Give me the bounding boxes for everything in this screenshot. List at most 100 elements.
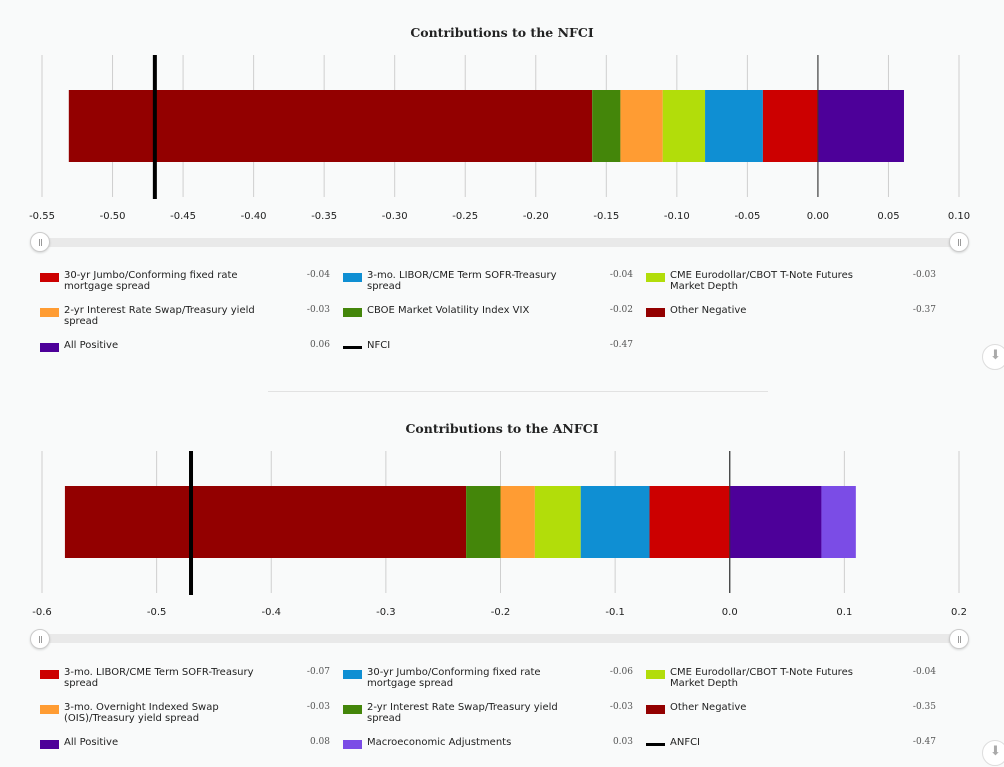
nfci-slider-left-handle[interactable] <box>30 232 50 252</box>
chart-title-anfci: Contributions to the ANFCI <box>405 421 599 436</box>
legend-label: 30-yr Jumbo/Conforming fixed rate mortga… <box>64 270 238 292</box>
x-tick-label: -0.25 <box>452 211 478 222</box>
legend-item[interactable]: Other Negative -0.35 <box>646 702 946 730</box>
x-tick-label: -0.1 <box>605 607 625 618</box>
nfci-range-slider[interactable] <box>40 238 960 247</box>
x-tick-label: -0.5 <box>147 607 167 618</box>
legend-label: Other Negative <box>670 305 747 316</box>
bar-segment <box>64 486 467 558</box>
legend-value: 0.03 <box>612 737 633 747</box>
legend-swatch <box>646 705 665 714</box>
legend-value: -0.03 <box>609 702 633 712</box>
legend-value: -0.03 <box>912 270 936 280</box>
legend-item[interactable]: 30-yr Jumbo/Conforming fixed rate mortga… <box>40 270 340 298</box>
bar-segment <box>534 486 581 558</box>
chart-divider <box>268 391 768 392</box>
x-tick-label: -0.35 <box>311 211 337 222</box>
bar-segment <box>662 90 706 162</box>
legend-value: -0.35 <box>912 702 936 712</box>
legend-item[interactable]: CME Eurodollar/CBOT T-Note Futures Marke… <box>646 667 946 695</box>
x-tick-label: -0.2 <box>491 607 511 618</box>
legend-label: ANFCI <box>670 737 701 748</box>
legend-swatch <box>40 273 59 282</box>
legend-label: 2-yr Interest Rate Swap/Treasury yield s… <box>367 702 558 724</box>
legend-value: -0.04 <box>306 270 330 280</box>
legend-item[interactable]: 2-yr Interest Rate Swap/Treasury yield s… <box>343 702 643 730</box>
x-tick-label: 0.00 <box>807 211 829 222</box>
legend-value: -0.04 <box>912 667 936 677</box>
legend-item[interactable]: 2-yr Interest Rate Swap/Treasury yield s… <box>40 305 340 333</box>
x-tick-label: -0.55 <box>29 211 55 222</box>
x-tick-label: 0.05 <box>877 211 899 222</box>
legend-label: All Positive <box>64 340 119 351</box>
legend-label: CME Eurodollar/CBOT T-Note Futures Marke… <box>670 667 853 689</box>
legend-item[interactable]: Macroeconomic Adjustments 0.03 <box>343 737 643 765</box>
anfci-slider-right-handle[interactable] <box>949 629 969 649</box>
legend-label: 3-mo. LIBOR/CME Term SOFR-Treasury sprea… <box>367 270 557 292</box>
nfci-download-button[interactable]: ⬇ <box>982 344 1004 370</box>
legend-item[interactable]: All Positive 0.08 <box>40 737 340 765</box>
legend-value: -0.04 <box>609 270 633 280</box>
nfci-plot: -0.55 -0.50 -0.45 -0.40 -0.35 -0.30 -0.25 -0.20… <box>29 55 970 222</box>
legend-item[interactable]: All Positive 0.06 <box>40 340 340 368</box>
legend-swatch <box>40 740 59 749</box>
legend-item[interactable]: Other Negative -0.37 <box>646 305 946 333</box>
legend-label: 3-mo. Overnight Indexed Swap (OIS)/Treas… <box>64 702 219 724</box>
legend-swatch <box>343 346 362 349</box>
legend-swatch <box>646 743 665 746</box>
anfci-slider-left-handle[interactable] <box>30 629 50 649</box>
x-tick-label: -0.05 <box>734 211 760 222</box>
anfci-range-slider[interactable] <box>40 634 960 643</box>
legend-swatch <box>40 705 59 714</box>
bar-segment <box>500 486 535 558</box>
x-tick-label: -0.3 <box>376 607 396 618</box>
bar-segment <box>705 90 763 162</box>
legend-item[interactable]: 30-yr Jumbo/Conforming fixed rate mortga… <box>343 667 643 695</box>
legend-swatch <box>40 308 59 317</box>
x-tick-label: 0.2 <box>951 607 967 618</box>
legend-value: -0.47 <box>912 737 936 747</box>
legend-swatch <box>646 670 665 679</box>
legend-item[interactable]: NFCI -0.47 <box>343 340 643 368</box>
anfci-download-button[interactable]: ⬇ <box>982 740 1004 766</box>
bar-segment <box>817 90 904 162</box>
legend-label: Macroeconomic Adjustments <box>367 737 512 748</box>
legend-value: -0.06 <box>609 667 633 677</box>
legend-value: -0.03 <box>306 305 330 315</box>
legend-swatch <box>646 273 665 282</box>
bar-segment <box>592 90 621 162</box>
x-tick-label: -0.50 <box>100 211 126 222</box>
legend-value: 0.06 <box>309 340 330 350</box>
legend-swatch <box>343 670 362 679</box>
x-tick-label: 0.1 <box>836 607 852 618</box>
legend-value: 0.08 <box>309 737 330 747</box>
legend-swatch <box>40 670 59 679</box>
x-tick-label: -0.40 <box>241 211 267 222</box>
bar-segment <box>729 486 822 558</box>
x-tick-label: -0.30 <box>382 211 408 222</box>
legend-label: 2-yr Interest Rate Swap/Treasury yield s… <box>64 305 255 327</box>
legend-item[interactable]: ANFCI -0.47 <box>646 737 946 765</box>
legend-value: -0.03 <box>306 702 330 712</box>
legend-item[interactable]: CBOE Market Volatility Index VIX -0.02 <box>343 305 643 333</box>
anfci-plot: -0.6 -0.5 -0.4 -0.3 -0.2 -0.1 0.0 0.1 0.2 <box>32 451 967 618</box>
nfci-slider-right-handle[interactable] <box>949 232 969 252</box>
bar-segment <box>68 90 593 162</box>
x-tick-label: -0.6 <box>32 607 52 618</box>
legend-value: -0.37 <box>912 305 936 315</box>
x-tick-label: -0.10 <box>664 211 690 222</box>
legend-value: -0.07 <box>306 667 330 677</box>
legend-label: 3-mo. LIBOR/CME Term SOFR-Treasury sprea… <box>64 667 254 689</box>
x-tick-label: -0.15 <box>593 211 619 222</box>
legend-item[interactable]: 3-mo. LIBOR/CME Term SOFR-Treasury sprea… <box>40 667 340 695</box>
x-tick-label: -0.4 <box>261 607 281 618</box>
bar-segment <box>466 486 501 558</box>
legend-item[interactable]: 3-mo. Overnight Indexed Swap (OIS)/Treas… <box>40 702 340 730</box>
legend-swatch <box>343 273 362 282</box>
legend-item[interactable]: 3-mo. LIBOR/CME Term SOFR-Treasury sprea… <box>343 270 643 298</box>
legend-item[interactable]: CME Eurodollar/CBOT T-Note Futures Marke… <box>646 270 946 298</box>
legend-label: NFCI <box>367 340 391 351</box>
bar-segment <box>649 486 730 558</box>
legend-value: -0.47 <box>609 340 633 350</box>
bar-segment <box>620 90 663 162</box>
